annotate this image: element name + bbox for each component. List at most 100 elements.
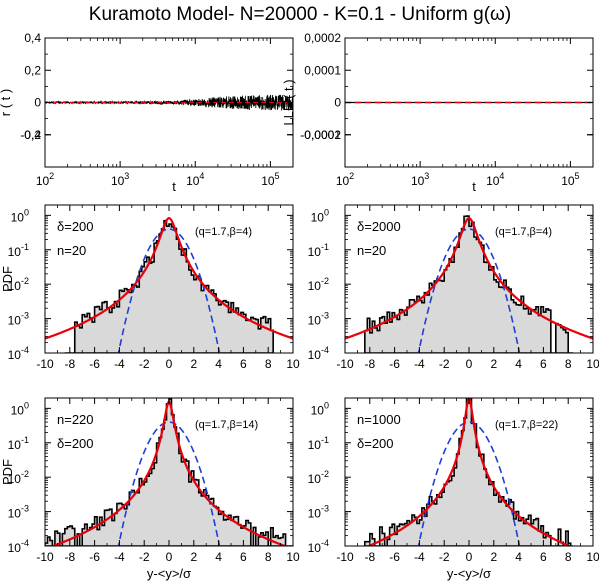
x-tick-label: 103 [111, 171, 129, 188]
y-tick-label: 10-3 [8, 504, 29, 521]
x-tick-label: 102 [336, 171, 354, 188]
y-tick-label: 100 [11, 207, 29, 224]
y-tick-label: 0,0001 [304, 63, 341, 77]
x-tick-label: 4 [215, 550, 222, 564]
x-tick-label: 105 [261, 171, 279, 188]
series-gaussian [417, 421, 521, 546]
x-tick-label: -2 [439, 357, 450, 371]
x-tick-label: 6 [240, 357, 247, 371]
y-axis-label: PDF [0, 459, 15, 485]
panel-annotation: n=220 [57, 412, 94, 427]
plot-area-pdf_a [45, 217, 293, 353]
series-histogram [64, 219, 274, 353]
series-histogram [364, 215, 574, 353]
panel-annotation: n=20 [57, 243, 86, 258]
x-tick-label: 104 [186, 171, 204, 188]
fit-parameter-label: (q=1.7,β=14) [195, 419, 258, 431]
y-tick-label: 10-1 [8, 242, 29, 259]
x-tick-label: 2 [490, 357, 497, 371]
x-tick-label: 10 [586, 357, 599, 371]
y-tick-label: 10-3 [308, 311, 329, 328]
fit-parameter-label: (q=1.7,β=4) [495, 226, 552, 238]
x-tick-label: -10 [336, 550, 354, 564]
x-tick-label: 2 [190, 357, 197, 371]
y-tick-label: 0 [34, 96, 41, 110]
x-tick-label: -4 [414, 357, 425, 371]
x-tick-label: 0 [466, 550, 473, 564]
series-gaussian [417, 228, 521, 353]
y-tick-label: 10-2 [308, 469, 329, 486]
x-tick-label: -2 [139, 550, 150, 564]
x-tick-label: 105 [561, 171, 579, 188]
y-tick-label: -0,0001 [300, 128, 341, 142]
fit-parameter-label: (q=1.7,β=22) [495, 419, 558, 431]
x-tick-label: 10 [286, 357, 300, 371]
panel-pdf_a: -10 -8 -6 -4 -2 0 2 4 6 8 10 10-4 10-3 10-2 10-1 100 PDF… [0, 204, 300, 371]
y-tick-label: 10-2 [8, 276, 29, 293]
y-tick-label: 10-2 [8, 469, 29, 486]
y-tick-label: 10-2 [308, 276, 329, 293]
x-tick-label: 2 [190, 550, 197, 564]
x-tick-label: 4 [515, 357, 522, 371]
x-tick-label: 103 [411, 171, 429, 188]
y-tick-label: -0,4 [20, 128, 41, 142]
x-axis-label: t [472, 179, 476, 194]
series-q-gaussian [345, 217, 593, 340]
panel-annotation: δ=200 [57, 219, 94, 234]
x-tick-label: -8 [364, 550, 375, 564]
y-tick-label: 0,0002 [304, 31, 341, 45]
x-tick-label: -2 [439, 550, 450, 564]
y-tick-label: -0,0002 [300, 128, 341, 142]
x-tick-label: -6 [89, 550, 100, 564]
x-tick-label: 10 [286, 550, 300, 564]
x-tick-label: -10 [36, 550, 54, 564]
panel-pdf_d: -10 -8 -6 -4 -2 0 2 4 6 8 10 10-4 10-3 10-2 10-1 100 y-<… [308, 397, 599, 581]
x-tick-label: -2 [139, 357, 150, 371]
x-tick-label: -6 [389, 357, 400, 371]
x-tick-label: 8 [565, 550, 572, 564]
x-tick-label: -6 [89, 357, 100, 371]
x-tick-label: 8 [265, 550, 272, 564]
series-histogram [364, 398, 574, 546]
x-tick-label: 104 [486, 171, 504, 188]
x-tick-label: 4 [515, 550, 522, 564]
series-gaussian [117, 228, 221, 353]
x-tick-label: 4 [215, 357, 222, 371]
x-tick-label: 6 [540, 550, 547, 564]
x-tick-label: 0 [166, 357, 173, 371]
x-tick-label: 2 [490, 550, 497, 564]
y-tick-label: 0,2 [24, 63, 41, 77]
x-tick-label: -6 [389, 550, 400, 564]
y-tick-label: 10-4 [308, 345, 329, 362]
x-tick-label: -8 [64, 357, 75, 371]
x-tick-label: 0 [166, 550, 173, 564]
y-tick-label: 10-3 [308, 504, 329, 521]
y-tick-label: 10-1 [308, 242, 329, 259]
y-tick-label: -0,2 [20, 128, 41, 142]
y-tick-label: 0,4 [24, 31, 41, 45]
panel-annotation: n=20 [357, 243, 386, 258]
panel-pdf_c: -10 -8 -6 -4 -2 0 2 4 6 8 10 10-4 10-3 10-2 10-1 100 y-<… [0, 397, 300, 581]
y-tick-label: 10-4 [8, 538, 29, 555]
y-axis-label: r ( t ) [0, 89, 13, 116]
x-tick-label: -10 [36, 357, 54, 371]
plot-area-pdf_b [345, 215, 593, 353]
panel-annotation: n=1000 [357, 412, 401, 427]
x-tick-label: 8 [265, 357, 272, 371]
x-tick-label: -10 [336, 357, 354, 371]
x-tick-label: -4 [114, 357, 125, 371]
y-tick-label: 10-3 [8, 311, 29, 328]
x-tick-label: -4 [114, 550, 125, 564]
panel-annotation: δ=2000 [357, 219, 401, 234]
x-axis-label: y-<y>/σ [147, 566, 191, 581]
x-tick-label: 8 [565, 357, 572, 371]
panel-annotation: δ=200 [57, 436, 94, 451]
x-tick-label: -8 [364, 357, 375, 371]
y-tick-label: 10-1 [308, 435, 329, 452]
y-tick-label: 0 [334, 96, 341, 110]
series-gaussian [117, 421, 221, 546]
x-tick-label: 0 [466, 357, 473, 371]
series-q-gaussian [45, 217, 293, 340]
x-tick-label: 6 [540, 357, 547, 371]
